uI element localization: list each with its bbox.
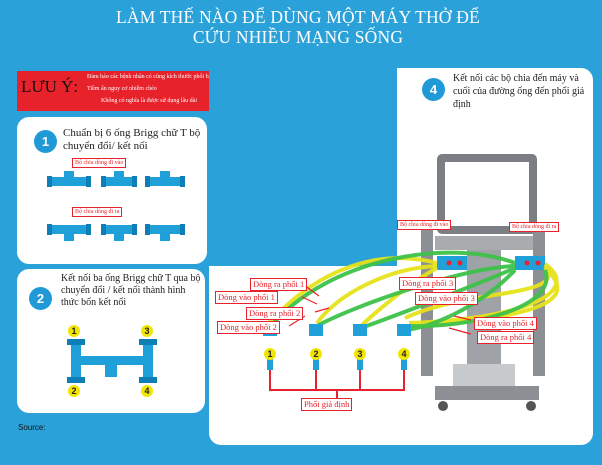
source-label: Source: <box>18 423 46 432</box>
step-4-badge: 4 <box>422 78 445 101</box>
title-line-1: LÀM THẾ NÀO ĐỂ DÙNG MỘT MÁY THỞ ĐỂ <box>116 7 480 27</box>
label-outflow-lung-3: Dòng ra phổi 3 <box>399 277 457 290</box>
step-4-label-outflow: Bộ chia dòng đi ra <box>509 222 560 232</box>
step-2-panel: 2 Kết nối ba ống Brigg chữ T qua bộ chuy… <box>17 269 205 413</box>
lung-port-marker-2: 2 <box>310 348 322 360</box>
connector-marker-4: 4 <box>141 385 153 397</box>
step-2-badge: 2 <box>29 287 52 310</box>
label-inflow-lung-2: Dòng vào phổi 2 <box>217 321 280 334</box>
connector-marker-2: 2 <box>68 385 80 397</box>
t-pieces-illustration <box>47 171 185 241</box>
step-1-panel: 1 Chuẩn bị 6 ống Brigg chữ T bộ chuyển đ… <box>17 117 207 264</box>
label-inflow-lung-3: Dòng vào phổi 3 <box>415 292 478 305</box>
connector-marker-1: 1 <box>68 325 80 337</box>
step-4-text: Kết nối các bộ chia đến máy và cuối của … <box>453 73 585 110</box>
title-line-2: CỨU NHIỀU MẠNG SỐNG <box>192 27 404 47</box>
step-1-text: Chuẩn bị 6 ống Brigg chữ T bộ chuyển đổi… <box>63 127 201 152</box>
note-line-2: Tiềm ẩn nguy cơ nhiễm chéo <box>87 86 157 92</box>
lung-port-marker-3: 3 <box>354 348 366 360</box>
ventilator-machine <box>421 154 545 411</box>
step-1-label-inflow: Bộ chia dòng đi vào <box>72 158 127 168</box>
label-outflow-lung-1: Dòng ra phổi 1 <box>250 278 308 291</box>
label-test-lung: Phổi giả định <box>301 398 353 411</box>
lung-port-marker-1: 1 <box>264 348 276 360</box>
lung-port-marker-4: 4 <box>398 348 410 360</box>
label-inflow-lung-4: Dòng vào phổi 4 <box>474 317 537 330</box>
step-1-badge: 1 <box>34 130 57 153</box>
label-outflow-lung-2: Dòng ra phổi 2 <box>246 307 304 320</box>
step-2-text: Kết nối ba ống Brigg chữ T qua bộ chuyển… <box>61 273 201 308</box>
t-piece <box>101 171 137 187</box>
note-line-1: Đảm bảo các bệnh nhân có cùng kích thước… <box>87 74 302 80</box>
t-piece <box>145 224 185 241</box>
step-4-panel: 4 Kết nối các bộ chia đến máy và cuối củ… <box>209 68 593 445</box>
t-piece <box>47 224 91 241</box>
connector-marker-3: 3 <box>141 325 153 337</box>
t-piece <box>101 224 137 241</box>
step-1-label-outflow: Bộ chia dòng đi ra <box>72 207 123 217</box>
note-heading: LƯU Ý: <box>21 77 79 96</box>
t-piece <box>47 171 91 187</box>
label-inflow-lung-1: Dòng vào phổi 1 <box>215 291 278 304</box>
label-outflow-lung-4: Dòng ra phổi 4 <box>477 331 535 344</box>
step-4-label-inflow: Bộ chia dòng đi vào <box>397 220 452 230</box>
ventilator-setup-illustration <box>209 68 560 411</box>
page-title: LÀM THẾ NÀO ĐỂ DÙNG MỘT MÁY THỞ ĐỂ CỨU N… <box>108 7 488 47</box>
note-line-3: Không có nghĩa là được sử dụng lâu dài <box>101 98 197 104</box>
t-piece <box>145 171 185 187</box>
four-way-splitter-illustration <box>67 339 157 383</box>
